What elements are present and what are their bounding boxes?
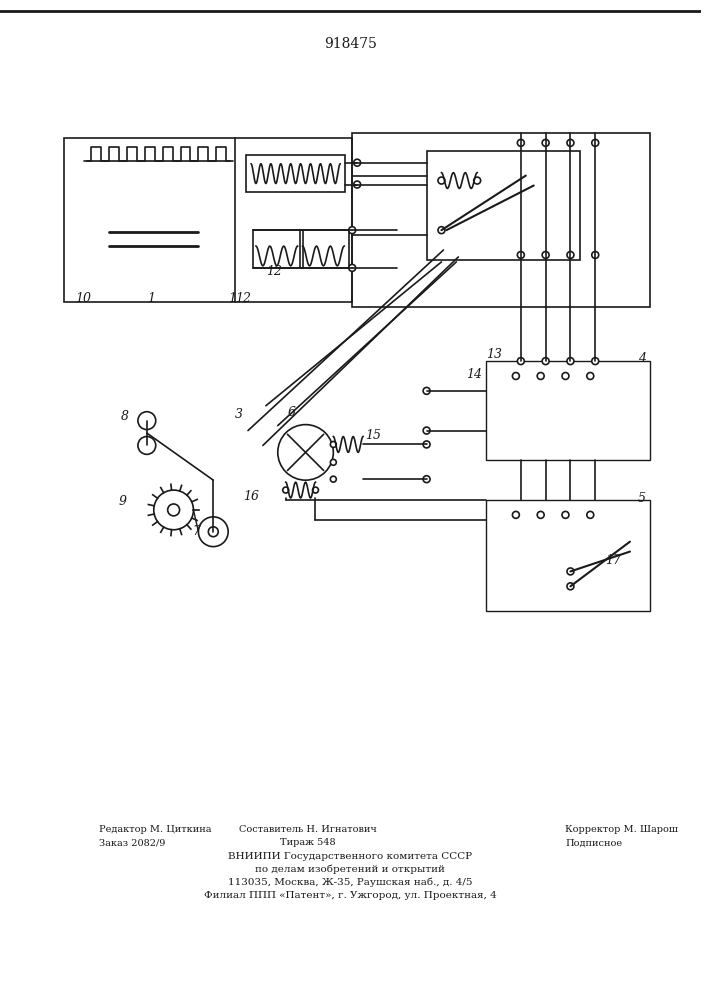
Circle shape [199, 517, 228, 547]
Circle shape [562, 373, 569, 379]
Text: 918475: 918475 [324, 37, 377, 51]
Circle shape [567, 139, 574, 146]
Circle shape [537, 373, 544, 379]
Circle shape [168, 504, 180, 516]
Circle shape [592, 358, 599, 365]
Circle shape [587, 511, 594, 518]
Text: 10: 10 [76, 292, 91, 305]
Circle shape [330, 476, 337, 482]
Text: 113035, Москва, Ж-35, Раушская наб., д. 4/5: 113035, Москва, Ж-35, Раушская наб., д. … [228, 877, 472, 887]
Circle shape [354, 159, 361, 166]
Text: Редактор М. Циткина: Редактор М. Циткина [99, 825, 211, 834]
Bar [426, 151, 580, 260]
Circle shape [518, 139, 525, 146]
Bar [352, 133, 650, 307]
Circle shape [330, 441, 337, 447]
Bar [64, 138, 352, 302]
Text: Филиал ППП «Патент», г. Ужгород, ул. Проектная, 4: Филиал ППП «Патент», г. Ужгород, ул. Про… [204, 891, 496, 900]
Circle shape [283, 487, 288, 493]
Circle shape [542, 139, 549, 146]
Text: 11: 11 [228, 292, 244, 305]
Circle shape [278, 425, 333, 480]
Circle shape [423, 441, 430, 448]
Circle shape [592, 139, 599, 146]
Circle shape [330, 459, 337, 465]
Text: Заказ 2082/9: Заказ 2082/9 [99, 838, 165, 847]
Text: 2: 2 [242, 292, 250, 305]
Circle shape [513, 511, 520, 518]
Text: Корректор М. Шарош: Корректор М. Шарош [566, 825, 678, 834]
Text: по делам изобретений и открытий: по делам изобретений и открытий [255, 865, 445, 874]
Circle shape [542, 251, 549, 258]
Circle shape [567, 583, 574, 590]
Circle shape [474, 177, 481, 184]
Circle shape [438, 227, 445, 234]
Circle shape [138, 437, 156, 454]
Text: 6: 6 [288, 406, 296, 419]
Circle shape [518, 251, 525, 258]
Circle shape [537, 511, 544, 518]
Text: 5: 5 [638, 492, 646, 505]
Circle shape [349, 227, 356, 234]
Text: 1: 1 [147, 292, 155, 305]
Circle shape [542, 358, 549, 365]
Bar [253, 230, 303, 268]
Text: 7: 7 [192, 525, 201, 538]
Circle shape [567, 358, 574, 365]
Text: 13: 13 [486, 348, 502, 361]
Text: 12: 12 [266, 265, 282, 278]
Bar [486, 361, 650, 460]
Text: 8: 8 [121, 410, 129, 423]
Circle shape [562, 511, 569, 518]
Text: Подписное: Подписное [566, 838, 623, 847]
Circle shape [592, 251, 599, 258]
Text: 16: 16 [243, 490, 259, 503]
Bar [486, 500, 650, 611]
Text: 14: 14 [466, 368, 482, 381]
Circle shape [513, 373, 520, 379]
Circle shape [423, 387, 430, 394]
Text: 17: 17 [605, 554, 621, 567]
Text: Тираж 548: Тираж 548 [280, 838, 335, 847]
Circle shape [587, 373, 594, 379]
Text: Составитель Н. Игнатович: Составитель Н. Игнатович [239, 825, 376, 834]
Circle shape [567, 251, 574, 258]
Circle shape [349, 264, 356, 271]
Bar [300, 230, 349, 268]
Circle shape [567, 568, 574, 575]
Text: 4: 4 [638, 352, 646, 365]
Text: 3: 3 [235, 408, 243, 421]
Circle shape [312, 487, 318, 493]
Text: 9: 9 [119, 495, 127, 508]
Circle shape [354, 181, 361, 188]
Circle shape [423, 427, 430, 434]
Bar [246, 155, 345, 192]
Text: 15: 15 [365, 429, 381, 442]
Text: ВНИИПИ Государственного комитета СССР: ВНИИПИ Государственного комитета СССР [228, 852, 472, 861]
Circle shape [423, 476, 430, 483]
Circle shape [153, 490, 194, 530]
Circle shape [518, 358, 525, 365]
Circle shape [438, 177, 445, 184]
Circle shape [209, 527, 218, 537]
Circle shape [138, 412, 156, 430]
